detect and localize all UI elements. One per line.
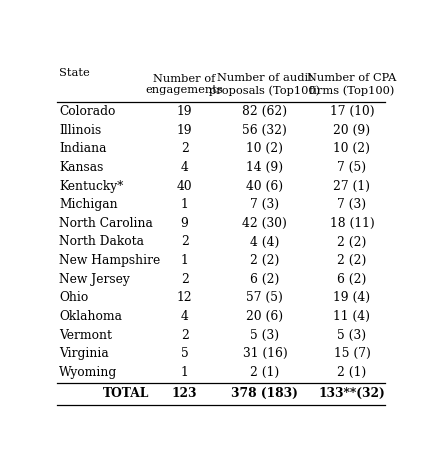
Text: State: State: [59, 68, 90, 78]
Text: 10 (2): 10 (2): [246, 142, 283, 155]
Text: 19 (4): 19 (4): [334, 292, 371, 304]
Text: 82 (62): 82 (62): [242, 105, 287, 118]
Text: Number of CPA
firms (Top100): Number of CPA firms (Top100): [307, 73, 397, 96]
Text: 6 (2): 6 (2): [337, 273, 367, 286]
Text: 1: 1: [181, 198, 188, 211]
Text: 14 (9): 14 (9): [246, 161, 283, 174]
Text: 10 (2): 10 (2): [334, 142, 371, 155]
Text: 19: 19: [177, 124, 192, 137]
Text: 6 (2): 6 (2): [250, 273, 280, 286]
Text: 20 (6): 20 (6): [246, 310, 283, 323]
Text: 9: 9: [181, 217, 188, 230]
Text: Kentucky*: Kentucky*: [59, 179, 124, 193]
Text: 31 (16): 31 (16): [242, 347, 287, 360]
Text: Vermont: Vermont: [59, 329, 112, 342]
Text: 133**(32): 133**(32): [318, 387, 385, 400]
Text: Oklahoma: Oklahoma: [59, 310, 122, 323]
Text: 2 (1): 2 (1): [250, 366, 280, 379]
Text: Virginia: Virginia: [59, 347, 109, 360]
Text: 2: 2: [181, 329, 188, 342]
Text: 12: 12: [177, 292, 192, 304]
Text: North Carolina: North Carolina: [59, 217, 153, 230]
Text: Number of audit
proposals (Top100): Number of audit proposals (Top100): [210, 73, 321, 96]
Text: 5: 5: [181, 347, 188, 360]
Text: 19: 19: [177, 105, 192, 118]
Text: TOTAL: TOTAL: [103, 387, 149, 400]
Text: North Dakota: North Dakota: [59, 235, 144, 248]
Text: 7 (3): 7 (3): [337, 198, 366, 211]
Text: 7 (5): 7 (5): [337, 161, 366, 174]
Text: 11 (4): 11 (4): [334, 310, 371, 323]
Text: 20 (9): 20 (9): [334, 124, 371, 137]
Text: 4 (4): 4 (4): [250, 235, 280, 248]
Text: Number of
engagements: Number of engagements: [146, 73, 223, 95]
Text: 1: 1: [181, 254, 188, 267]
Text: 2 (2): 2 (2): [337, 254, 367, 267]
Text: New Jersey: New Jersey: [59, 273, 130, 286]
Text: 2 (2): 2 (2): [337, 235, 367, 248]
Text: 5 (3): 5 (3): [337, 329, 366, 342]
Text: 27 (1): 27 (1): [334, 179, 371, 193]
Text: 7 (3): 7 (3): [251, 198, 280, 211]
Text: Indiana: Indiana: [59, 142, 107, 155]
Text: New Hampshire: New Hampshire: [59, 254, 160, 267]
Text: 56 (32): 56 (32): [242, 124, 287, 137]
Text: Ohio: Ohio: [59, 292, 88, 304]
Text: 123: 123: [172, 387, 197, 400]
Text: Colorado: Colorado: [59, 105, 115, 118]
Text: 1: 1: [181, 366, 188, 379]
Text: 378 (183): 378 (183): [232, 387, 299, 400]
Text: 40 (6): 40 (6): [246, 179, 283, 193]
Text: 2 (1): 2 (1): [337, 366, 367, 379]
Text: Wyoming: Wyoming: [59, 366, 117, 379]
Text: 2: 2: [181, 142, 188, 155]
Text: 4: 4: [181, 161, 188, 174]
Text: 57 (5): 57 (5): [247, 292, 283, 304]
Text: Kansas: Kansas: [59, 161, 103, 174]
Text: 17 (10): 17 (10): [330, 105, 374, 118]
Text: 42 (30): 42 (30): [242, 217, 287, 230]
Text: 2 (2): 2 (2): [250, 254, 280, 267]
Text: Michigan: Michigan: [59, 198, 118, 211]
Text: 15 (7): 15 (7): [334, 347, 370, 360]
Text: 18 (11): 18 (11): [330, 217, 375, 230]
Text: 4: 4: [181, 310, 188, 323]
Text: 5 (3): 5 (3): [251, 329, 280, 342]
Text: 2: 2: [181, 235, 188, 248]
Text: 2: 2: [181, 273, 188, 286]
Text: 40: 40: [177, 179, 192, 193]
Text: Illinois: Illinois: [59, 124, 101, 137]
